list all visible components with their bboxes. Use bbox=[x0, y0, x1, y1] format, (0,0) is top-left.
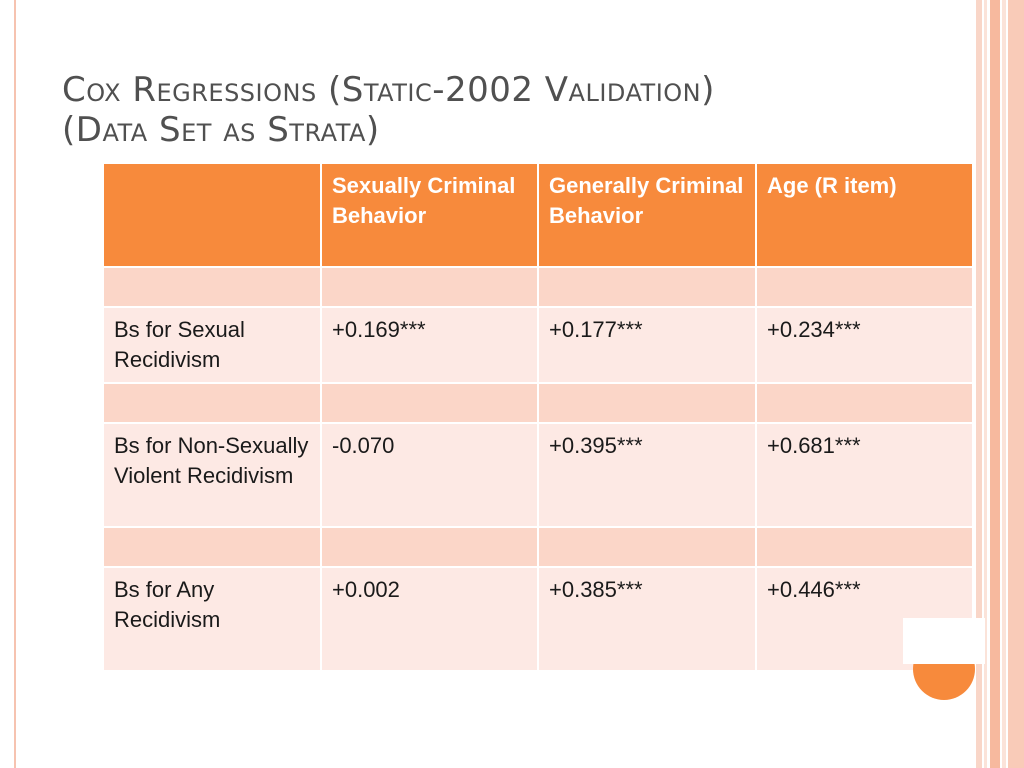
row-label: Bs for Sexual Recidivism bbox=[102, 306, 322, 384]
spacer-cell bbox=[102, 382, 322, 424]
row-label: Bs for Any Recidivism bbox=[102, 566, 322, 672]
spacer-cell bbox=[320, 266, 539, 308]
spacer-cell bbox=[755, 266, 974, 308]
spacer-cell bbox=[537, 266, 757, 308]
table-cell: +0.002 bbox=[320, 566, 539, 672]
table-cell: +0.385*** bbox=[537, 566, 757, 672]
table-row: Bs for Sexual Recidivism +0.169*** +0.17… bbox=[102, 306, 974, 384]
table-cell: +0.234*** bbox=[755, 306, 974, 384]
table-cell: +0.169*** bbox=[320, 306, 539, 384]
spacer-cell bbox=[320, 382, 539, 424]
slide-title: Cox Regressions (Static-2002 Validation)… bbox=[62, 70, 942, 150]
stripe bbox=[976, 0, 982, 768]
table-cell: +0.177*** bbox=[537, 306, 757, 384]
table-row: Bs for Any Recidivism +0.002 +0.385*** +… bbox=[102, 566, 974, 672]
spacer-row bbox=[102, 526, 974, 568]
table-cell: +0.395*** bbox=[537, 422, 757, 528]
header-generally-criminal-behavior: Generally Criminal Behavior bbox=[537, 162, 757, 268]
left-border-line bbox=[14, 0, 16, 768]
spacer-cell bbox=[102, 266, 322, 308]
stripe bbox=[1008, 0, 1024, 768]
stripe bbox=[990, 0, 1000, 768]
spacer-row bbox=[102, 382, 974, 424]
right-decorative-stripes bbox=[976, 0, 1024, 768]
row-label: Bs for Non-Sexually Violent Recidivism bbox=[102, 422, 322, 528]
stripe bbox=[1002, 0, 1006, 768]
title-line-2: (Data Set as Strata) bbox=[62, 110, 380, 150]
results-table: Sexually Criminal Behavior Generally Cri… bbox=[102, 162, 974, 672]
header-sexually-criminal-behavior: Sexually Criminal Behavior bbox=[320, 162, 539, 268]
spacer-cell bbox=[102, 526, 322, 568]
spacer-row bbox=[102, 266, 974, 308]
spacer-cell bbox=[537, 382, 757, 424]
table-cell: -0.070 bbox=[320, 422, 539, 528]
spacer-cell bbox=[755, 382, 974, 424]
header-empty-cell bbox=[102, 162, 322, 268]
spacer-cell bbox=[755, 526, 974, 568]
table-row: Bs for Non-Sexually Violent Recidivism -… bbox=[102, 422, 974, 528]
spacer-cell bbox=[320, 526, 539, 568]
header-age-r-item: Age (R item) bbox=[755, 162, 974, 268]
spacer-cell bbox=[537, 526, 757, 568]
title-line-1: Cox Regressions (Static-2002 Validation) bbox=[62, 70, 715, 110]
table-header-row: Sexually Criminal Behavior Generally Cri… bbox=[102, 162, 974, 268]
table-cell: +0.681*** bbox=[755, 422, 974, 528]
decorative-circle-mask bbox=[903, 618, 985, 664]
stripe bbox=[984, 0, 987, 768]
